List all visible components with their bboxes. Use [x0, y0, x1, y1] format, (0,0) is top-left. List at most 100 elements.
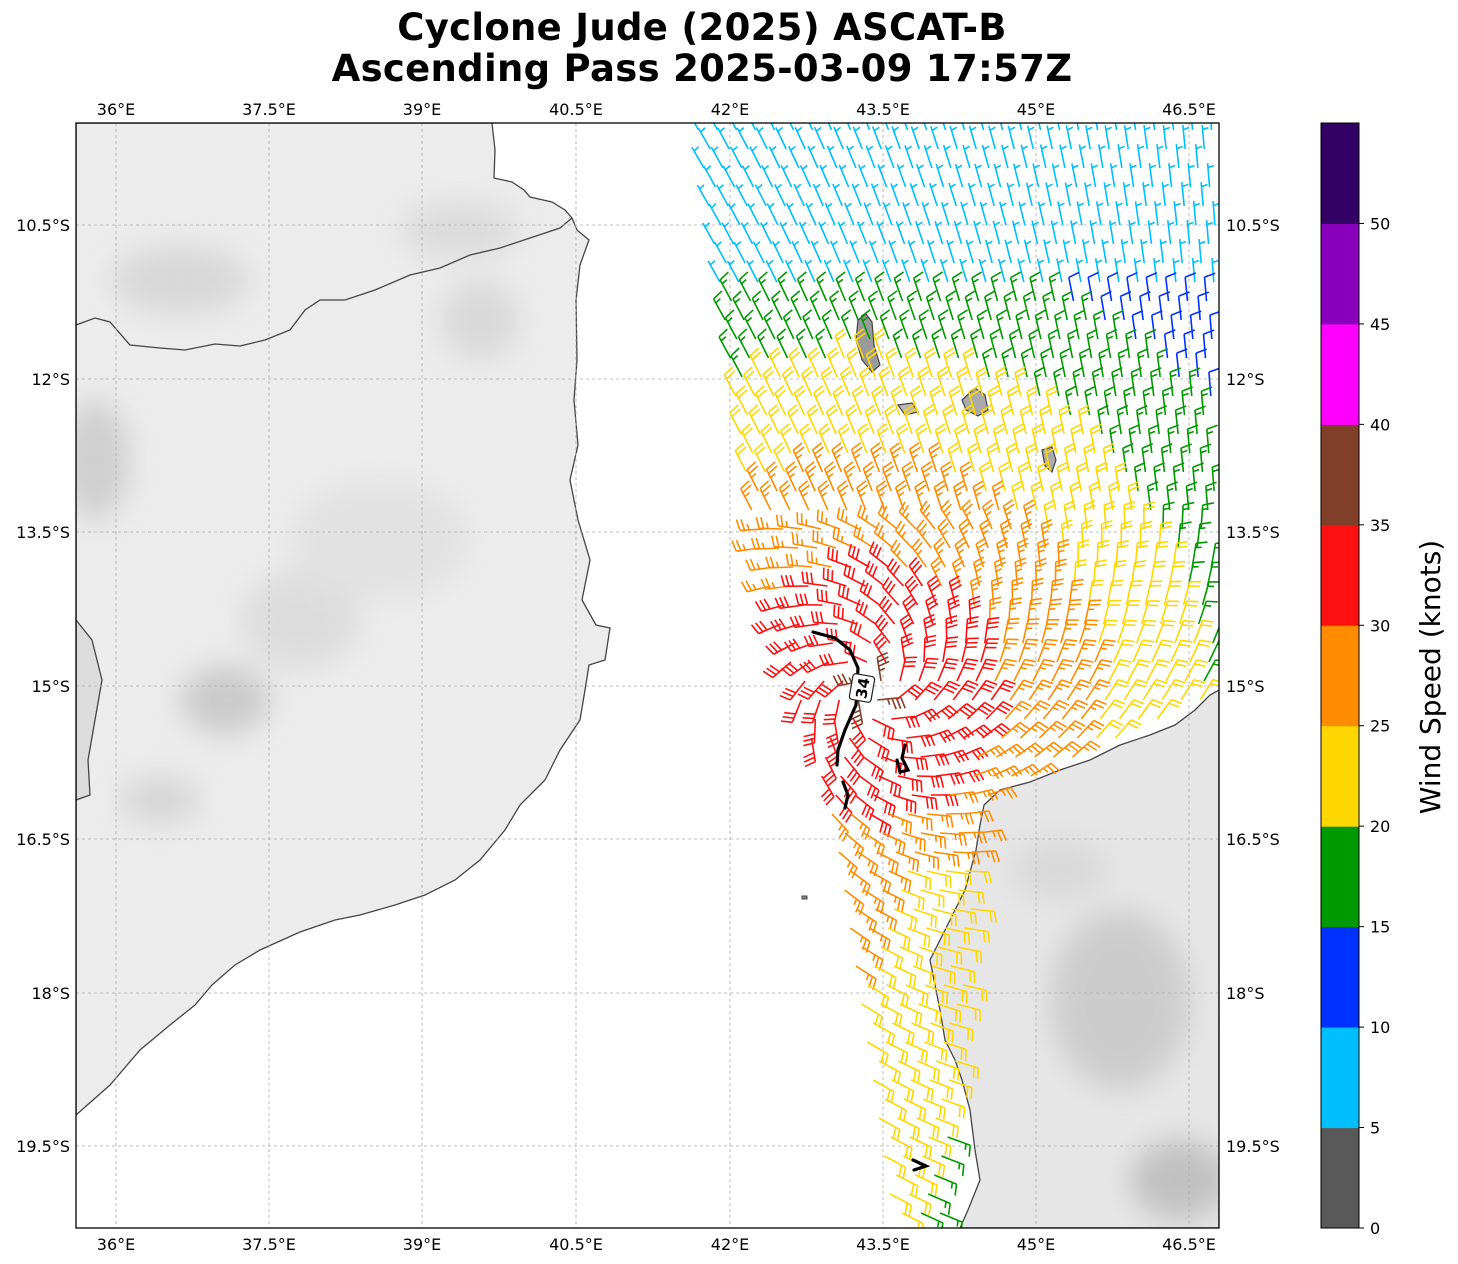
wind-barb — [942, 144, 952, 169]
wind-barb — [956, 1003, 981, 1022]
wind-barb — [1039, 404, 1052, 435]
wind-barb — [1125, 579, 1143, 606]
wind-barb — [813, 126, 825, 150]
wind-barb — [933, 851, 960, 867]
wind-barb — [1169, 367, 1182, 397]
wind-barb — [747, 202, 760, 226]
wind-barb — [1030, 480, 1043, 511]
wind-barb — [990, 271, 1002, 302]
wind-barb — [1111, 366, 1123, 397]
wind-barb — [819, 164, 831, 188]
wind-barb — [707, 260, 721, 283]
wind-barb — [954, 769, 985, 783]
wind-barb — [899, 656, 918, 682]
wind-barb — [1100, 519, 1113, 549]
wind-barb — [859, 366, 872, 397]
wind-barb — [1000, 404, 1013, 435]
wind-barb — [983, 290, 995, 321]
wind-barb — [998, 201, 1007, 226]
wind-barb — [1177, 291, 1190, 321]
wind-barb — [857, 504, 879, 530]
wind-barb — [1114, 123, 1118, 131]
wind-barb — [881, 461, 895, 492]
wind-barb — [1022, 499, 1036, 530]
wind-barb — [1182, 125, 1190, 150]
wind-barb — [785, 553, 813, 568]
wind-barb — [980, 404, 994, 435]
wind-barb — [954, 537, 967, 568]
wind-barb — [893, 965, 917, 988]
wind-barb — [931, 965, 956, 985]
wind-barb — [978, 461, 992, 492]
wind-barb — [1020, 347, 1032, 378]
wind-barb — [991, 480, 1004, 511]
wind-barb — [904, 575, 919, 606]
wind-barb — [791, 240, 803, 264]
wind-barb — [952, 480, 966, 511]
map-panel: 34 — [76, 123, 1219, 1228]
wind-barb — [1133, 123, 1137, 131]
wind-barb — [895, 423, 908, 454]
wind-barb — [907, 240, 917, 264]
wind-barb — [925, 290, 937, 321]
wind-barb — [1060, 619, 1079, 644]
wind-barb — [791, 532, 818, 549]
wind-barb — [778, 480, 791, 511]
lon-tick-label-bottom: 45°E — [1017, 1235, 1055, 1254]
wind-barb — [1155, 619, 1176, 644]
wind-barb — [1059, 144, 1067, 169]
wind-barb — [1172, 462, 1185, 492]
wind-barb — [954, 423, 967, 454]
wind-barb — [1199, 443, 1212, 473]
wind-barb — [901, 756, 929, 771]
wind-barb — [1057, 201, 1065, 226]
wind-barb — [1135, 404, 1148, 435]
wind-barb — [1019, 721, 1049, 739]
wind-barb — [821, 309, 833, 340]
wind-barb — [1041, 618, 1060, 644]
wind-barb — [1038, 720, 1067, 739]
wind-barb — [951, 271, 963, 302]
wind-barb — [1197, 291, 1210, 321]
lon-tick-label-bottom: 43.5°E — [856, 1235, 910, 1254]
wind-barb — [943, 1041, 967, 1061]
wind-barb — [1026, 385, 1039, 416]
wind-barb — [749, 145, 762, 169]
wind-barb — [1040, 518, 1053, 549]
wind-barb — [1040, 347, 1052, 378]
wind-barb — [1191, 258, 1200, 283]
wind-barb — [1076, 201, 1085, 226]
wind-barb — [1211, 463, 1219, 492]
wind-barb — [844, 889, 865, 916]
wind-barb — [1066, 679, 1092, 701]
wind-barb — [773, 442, 786, 473]
wind-barb — [1161, 182, 1169, 207]
wind-barb — [853, 328, 866, 359]
lon-tick-label-bottom: 42°E — [711, 1235, 749, 1254]
wind-barb — [1122, 182, 1131, 207]
wind-barb — [933, 537, 946, 568]
wind-barb — [754, 183, 767, 207]
wind-barb — [779, 423, 792, 454]
wind-barb — [1070, 220, 1078, 245]
wind-barb — [935, 163, 945, 188]
wind-barb — [1018, 123, 1023, 131]
wind-barb — [920, 1212, 944, 1228]
wind-barb — [872, 1079, 895, 1104]
wind-barb — [971, 850, 1001, 863]
wind-barb — [875, 908, 898, 932]
wind-barb — [1039, 144, 1048, 169]
wind-barb — [884, 145, 895, 169]
wind-barb — [851, 385, 864, 416]
wind-barb — [1014, 557, 1027, 587]
wind-barb — [1034, 309, 1046, 340]
wind-barb — [1077, 404, 1091, 435]
wind-barb — [1032, 658, 1056, 682]
wind-barb — [940, 499, 955, 530]
wind-barb — [985, 701, 1014, 720]
wind-barb — [1156, 144, 1164, 169]
wind-barb — [962, 144, 971, 169]
wind-barb — [1003, 617, 1020, 644]
wind-barb — [915, 423, 928, 454]
wind-barb — [774, 183, 786, 207]
